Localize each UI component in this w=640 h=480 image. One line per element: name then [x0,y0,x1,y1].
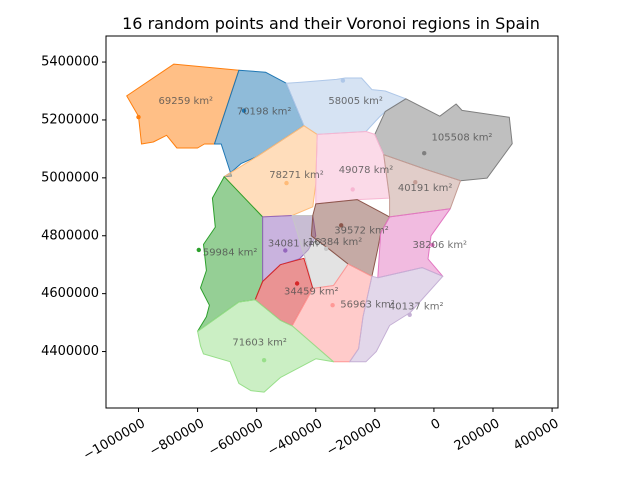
region-area-label-0: 69259 km² [159,96,214,107]
region-point-11 [430,242,435,248]
chart-title: 16 random points and their Voronoi regio… [122,14,540,33]
region-area-label-1: 70198 km² [237,106,292,117]
region-point-0 [136,114,141,120]
y-tick-label: 5200000 [41,112,99,127]
region-point-4 [284,180,289,186]
region-area-label-9: 16384 km² [308,237,363,248]
regions-layer [126,63,513,393]
voronoi-region-0 [126,63,240,149]
region-point-3 [422,151,427,156]
y-tick-label: 5400000 [41,55,99,70]
region-area-label-4: 78271 km² [269,170,324,181]
area-labels-layer: 69259 km² 70198 km² 58005 km² 105508 km² 782… [159,96,493,348]
region-area-label-12: 34459 km² [284,286,339,297]
region-area-label-2: 58005 km² [328,96,383,107]
y-axis-ticks: 4400000 4600000 4800000 5000000 5200000 54000… [41,55,106,359]
region-point-15 [261,358,267,363]
region-point-2 [340,78,346,83]
region-point-5 [350,187,355,192]
region-point-13 [330,303,335,308]
region-area-label-10: 39572 km² [334,225,389,236]
y-tick-label: 4600000 [41,286,99,301]
region-point-6 [413,180,418,185]
region-area-label-8: 34081 km² [268,238,323,249]
points-layer [136,78,435,363]
region-area-label-15: 71603 km² [232,337,287,348]
region-area-label-11: 38206 km² [413,240,468,251]
y-tick-label: 4800000 [41,228,99,243]
region-point-9 [323,246,329,251]
y-tick-label: 4400000 [41,344,99,359]
region-area-label-6: 40191 km² [398,183,453,194]
region-area-label-5: 49078 km² [339,165,394,176]
region-point-14 [407,312,412,317]
region-point-10 [339,223,344,228]
axes-frame [105,35,559,409]
voronoi-region-10 [310,199,391,277]
region-area-label-3: 105508 km² [432,132,493,143]
voronoi-region-14 [349,267,444,363]
region-area-label-7: 59984 km² [203,248,258,259]
region-point-1 [241,108,247,113]
region-point-7 [196,247,201,253]
region-point-12 [294,281,300,286]
region-area-label-13: 56963 km² [340,300,395,311]
region-point-8 [283,248,288,253]
region-area-label-14: 40137 km² [389,302,444,313]
y-tick-label: 5000000 [41,170,99,185]
voronoi-region-15 [197,299,334,393]
voronoi-region-1 [213,69,305,178]
